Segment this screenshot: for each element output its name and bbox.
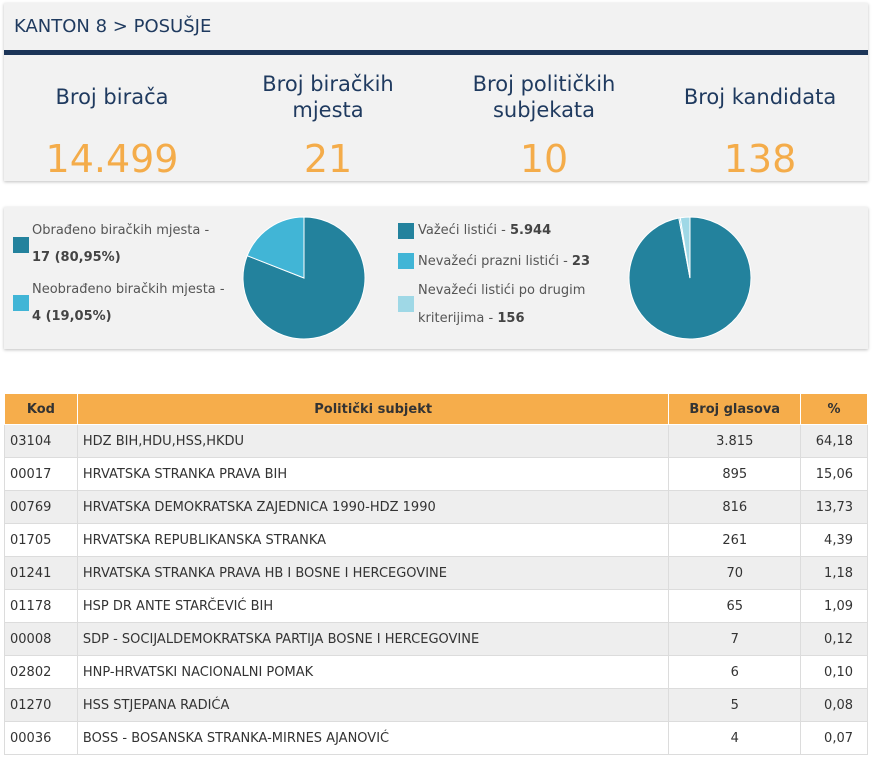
summary-panel: KANTON 8 > POSUŠJE Broj birača 14.499 Br… (4, 3, 868, 181)
results-table: Kod Politički subjekt Broj glasova % 031… (4, 393, 868, 755)
polling-stations-pie (242, 216, 366, 340)
stat-value: 138 (723, 137, 797, 181)
legend-processed-value: 17 (80,95%) (32, 245, 121, 271)
table-row: 00017 HRVATSKA STRANKA PRAVA BIH 895 15,06 (4, 457, 868, 491)
cell-kod: 01241 (4, 556, 78, 590)
column-header-kod[interactable]: Kod (4, 393, 78, 425)
column-header-pct[interactable]: % (800, 393, 868, 425)
table-row: 00036 BOSS - BOSANSKA STRANKA-MIRNES AJAN… (4, 721, 868, 755)
cell-glasovi: 70 (668, 556, 802, 590)
cell-pct: 64,18 (800, 424, 868, 458)
cell-kod: 02802 (4, 655, 78, 689)
cell-pct: 1,18 (800, 556, 868, 590)
cell-pct: 4,39 (800, 523, 868, 557)
table-row: 00769 HRVATSKA DEMOKRATSKA ZAJEDNICA 1990… (4, 490, 868, 524)
cell-subjekt: HNP-HRVATSKI NACIONALNI POMAK (76, 655, 670, 689)
stat-label: mjesta (292, 98, 364, 122)
legend-invalid-other: kriterijima - 156 (418, 306, 525, 332)
cell-glasovi: 816 (668, 490, 802, 524)
legend-unprocessed-count: 4 (19,05%) (32, 309, 112, 324)
legend-invalid-empty: Nevažeći prazni listići - 23 (418, 249, 590, 275)
table-row: 01178 HSP DR ANTE STARČEVIĆ BIH 65 1,09 (4, 589, 868, 623)
legend-invalid-other-label: Nevažeći listići po drugim (418, 283, 586, 298)
legend-valid: Važeći listići - 5.944 (418, 218, 551, 244)
cell-glasovi: 7 (668, 622, 802, 656)
pie-slice-invalid_other (679, 216, 691, 279)
table-row: 03104 HDZ BIH,HDU,HSS,HKDU 3.815 64,18 (4, 424, 868, 458)
cell-kod: 00036 (4, 721, 78, 755)
legend-unprocessed-value: 4 (19,05%) (32, 304, 112, 330)
cell-glasovi: 5 (668, 688, 802, 722)
legend-invalid-empty-label: Nevažeći prazni listići - (418, 254, 568, 269)
cell-pct: 1,09 (800, 589, 868, 623)
stat-label: Broj kandidata (683, 85, 837, 109)
cell-subjekt: HDZ BIH,HDU,HSS,HKDU (76, 424, 670, 458)
legend-valid-label: Važeći listići - (418, 223, 506, 238)
stats-row: Broj birača 14.499 Broj biračkih mjesta … (4, 55, 868, 181)
cell-subjekt: HRVATSKA DEMOKRATSKA ZAJEDNICA 1990-HDZ … (76, 490, 670, 524)
table-row: 01705 HRVATSKA REPUBLIKANSKA STRANKA 261 4,… (4, 523, 868, 557)
table-row: 00008 SDP - SOCIJALDEMOKRATSKA PARTIJA BO… (4, 622, 868, 656)
legend-invalid-other-label2: kriterijima - (418, 311, 494, 326)
cell-subjekt: SDP - SOCIJALDEMOKRATSKA PARTIJA BOSNE I… (76, 622, 670, 656)
cell-subjekt: HSS STJEPANA RADIĆA (76, 688, 670, 722)
stat-label: subjekata (492, 98, 596, 122)
cell-glasovi: 895 (668, 457, 802, 491)
legend-processed-label: Obrađeno biračkih mjesta - (32, 223, 210, 238)
ballots-pie (628, 216, 752, 340)
legend-swatch-unprocessed (13, 295, 29, 311)
cell-kod: 03104 (4, 424, 78, 458)
header-divider (4, 50, 868, 55)
cell-pct: 0,10 (800, 655, 868, 689)
column-header-subjekt[interactable]: Politički subjekt (76, 393, 670, 425)
cell-pct: 0,08 (800, 688, 868, 722)
cell-pct: 0,07 (800, 721, 868, 755)
stat-label: Broj biračkih (262, 72, 394, 96)
legend-processed-count: 17 (80,95%) (32, 250, 121, 265)
stat-value: 14.499 (45, 137, 179, 181)
cell-glasovi: 65 (668, 589, 802, 623)
cell-pct: 13,73 (800, 490, 868, 524)
cell-subjekt: BOSS - BOSANSKA STRANKA-MIRNES AJANOVIĆ (76, 721, 670, 755)
legend-valid-count: 5.944 (510, 223, 552, 238)
cell-glasovi: 6 (668, 655, 802, 689)
table-row: 01241 HRVATSKA STRANKA PRAVA HB I BOSNE I… (4, 556, 868, 590)
legend-swatch-invalid-other (398, 296, 414, 312)
legend-invalid-empty-count: 23 (571, 254, 590, 269)
legend-swatch-valid (398, 223, 414, 239)
cell-subjekt: HRVATSKA STRANKA PRAVA BIH (76, 457, 670, 491)
cell-pct: 0,12 (800, 622, 868, 656)
cell-subjekt: HSP DR ANTE STARČEVIĆ BIH (76, 589, 670, 623)
legend-swatch-invalid-empty (398, 253, 414, 269)
column-header-glasovi[interactable]: Broj glasova (668, 393, 802, 425)
stat-value: 21 (303, 137, 353, 181)
cell-kod: 01178 (4, 589, 78, 623)
cell-subjekt: HRVATSKA REPUBLIKANSKA STRANKA (76, 523, 670, 557)
cell-subjekt: HRVATSKA STRANKA PRAVA HB I BOSNE I HERC… (76, 556, 670, 590)
legend-invalid-other-count: 156 (497, 311, 525, 326)
cell-kod: 01705 (4, 523, 78, 557)
progress-panel: Obrađeno biračkih mjesta - 17 (80,95%) N… (4, 207, 868, 349)
stat-label: Broj birača (55, 85, 169, 109)
legend-unprocessed-label: Neobrađeno biračkih mjesta - (32, 282, 225, 297)
legend-swatch-processed (13, 237, 29, 253)
cell-glasovi: 4 (668, 721, 802, 755)
cell-glasovi: 3.815 (668, 424, 802, 458)
table-row: 02802 HNP-HRVATSKI NACIONALNI POMAK 6 0,10 (4, 655, 868, 689)
pie-slice-unprocessed (246, 216, 305, 279)
table-header-row: Kod Politički subjekt Broj glasova % (4, 393, 868, 425)
table-row: 01270 HSS STJEPANA RADIĆA 5 0,08 (4, 688, 868, 722)
cell-glasovi: 261 (668, 523, 802, 557)
stat-value: 10 (519, 137, 569, 181)
breadcrumb[interactable]: KANTON 8 > POSUŠJE (14, 16, 212, 37)
stat-label: Broj političkih (472, 72, 616, 96)
cell-kod: 01270 (4, 688, 78, 722)
cell-kod: 00769 (4, 490, 78, 524)
cell-kod: 00017 (4, 457, 78, 491)
cell-kod: 00008 (4, 622, 78, 656)
cell-pct: 15,06 (800, 457, 868, 491)
